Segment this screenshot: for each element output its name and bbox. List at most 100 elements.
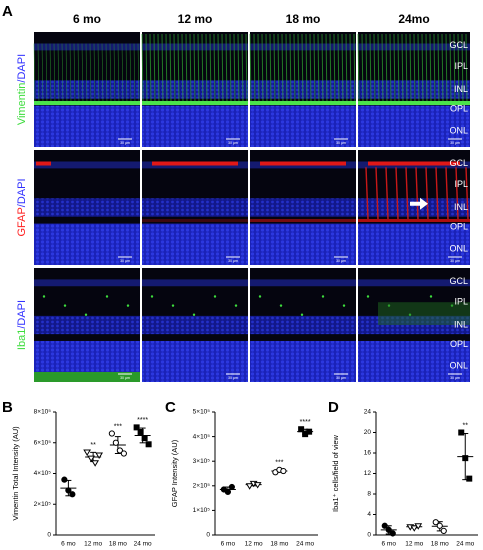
data-point xyxy=(65,487,72,494)
scale-bar-label: 30 µm xyxy=(450,141,460,145)
gfap-fiber xyxy=(415,167,419,220)
microglia xyxy=(258,295,262,298)
muller-fiber xyxy=(297,33,300,104)
microglia xyxy=(429,295,433,298)
onl-band xyxy=(142,105,248,147)
opl-green xyxy=(250,101,356,105)
muller-fiber xyxy=(105,43,108,104)
data-point xyxy=(253,482,262,489)
layer-label: OPL xyxy=(450,221,468,231)
scale-bar-label: 30 µm xyxy=(228,259,238,263)
scale-bar-label: 30 µm xyxy=(450,259,460,263)
muller-fiber xyxy=(413,33,416,104)
muller-fiber xyxy=(425,33,428,104)
muller-fiber xyxy=(137,43,140,104)
y-tick-label: 4×10⁵ xyxy=(34,470,52,477)
muller-fiber xyxy=(273,33,276,104)
data-point xyxy=(228,483,235,491)
muller-fiber xyxy=(405,33,408,104)
muller-fiber xyxy=(361,33,364,104)
green-diffuse xyxy=(378,302,470,325)
x-tick-label: 18 mo xyxy=(431,541,449,548)
gfap-gcl xyxy=(260,161,346,166)
gcl-band xyxy=(34,161,140,169)
muller-fiber xyxy=(49,43,52,104)
x-tick-label: 12 mo xyxy=(84,541,102,548)
muller-fiber xyxy=(53,43,56,104)
muller-fiber xyxy=(301,33,304,104)
y-tick-label: 1×10⁵ xyxy=(193,507,211,514)
gfap-fiber xyxy=(425,167,429,220)
y-tick-label: 3×10⁵ xyxy=(193,458,211,465)
data-point xyxy=(298,426,305,433)
muller-fiber xyxy=(373,33,376,104)
onl-band xyxy=(250,223,356,265)
muller-fiber xyxy=(109,43,112,104)
gfap-opl xyxy=(250,219,356,222)
gfap-fiber xyxy=(405,167,409,220)
y-tick-label: 16 xyxy=(364,450,372,457)
muller-fiber xyxy=(173,33,176,104)
x-tick-label: 6 mo xyxy=(221,541,236,548)
layer-label: GCL xyxy=(449,40,468,50)
data-point xyxy=(440,527,447,535)
x-tick-label: 24 mo xyxy=(134,541,152,548)
micrograph: 30 µm xyxy=(250,268,356,382)
scale-bar-label: 30 µm xyxy=(120,259,130,263)
muller-fiber xyxy=(73,43,76,104)
gfap-fiber xyxy=(385,167,389,220)
row-label: Iba1/DAPI xyxy=(16,300,28,350)
x-tick-label: 6 mo xyxy=(382,541,397,548)
muller-fiber xyxy=(89,43,92,104)
muller-fiber xyxy=(97,43,100,104)
muller-fiber xyxy=(321,33,324,104)
onl-band xyxy=(358,340,470,382)
muller-fiber xyxy=(245,33,248,104)
micrograph: 30 µm xyxy=(142,150,248,265)
x-tick-label: 24 mo xyxy=(456,541,474,548)
muller-fiber xyxy=(177,33,180,104)
x-tick-label: 18 mo xyxy=(270,541,288,548)
muller-fiber xyxy=(337,33,340,104)
y-tick-label: 20 xyxy=(364,429,372,436)
muller-fiber xyxy=(121,43,124,104)
muller-fiber xyxy=(393,33,396,104)
inl-band xyxy=(358,80,470,99)
microglia xyxy=(192,313,196,316)
micrograph: 30 µm GCL IPL INL OPL ONL xyxy=(358,150,470,265)
data-point xyxy=(389,530,396,537)
y-tick-label: 4×10⁵ xyxy=(193,433,211,440)
microglia xyxy=(150,295,154,298)
muller-fiber xyxy=(457,33,460,104)
muller-fiber xyxy=(417,33,420,104)
inl-band xyxy=(142,198,248,217)
layer-label: INL xyxy=(454,202,468,212)
gfap-fiber xyxy=(375,167,379,220)
column-header: 12 mo xyxy=(178,12,213,26)
gcl-band xyxy=(142,43,248,51)
microglia xyxy=(321,295,325,298)
microglia xyxy=(213,295,217,298)
gfap-gcl xyxy=(152,161,238,166)
muller-fiber xyxy=(169,33,172,104)
muller-fiber xyxy=(149,33,152,104)
microglia xyxy=(300,313,304,316)
data-point xyxy=(466,475,473,482)
row-stain: /DAPI xyxy=(16,300,28,329)
micrograph: 30 µm xyxy=(141,32,248,147)
muller-fiber xyxy=(221,33,224,104)
gcl-band xyxy=(34,43,140,51)
x-tick-label: 18 mo xyxy=(109,541,127,548)
micrograph: 30 µm xyxy=(33,32,140,147)
muller-fiber xyxy=(45,43,48,104)
gfap-fiber xyxy=(445,167,449,220)
onl-band xyxy=(142,340,248,382)
gcl-band xyxy=(34,279,140,287)
column-header: 18 mo xyxy=(286,12,321,26)
y-tick-label: 8 xyxy=(367,491,371,498)
muller-fiber xyxy=(377,33,380,104)
data-point xyxy=(385,526,392,533)
micrograph: 30 µm xyxy=(34,268,140,382)
muller-fiber xyxy=(385,33,388,104)
opl-green xyxy=(34,101,140,105)
